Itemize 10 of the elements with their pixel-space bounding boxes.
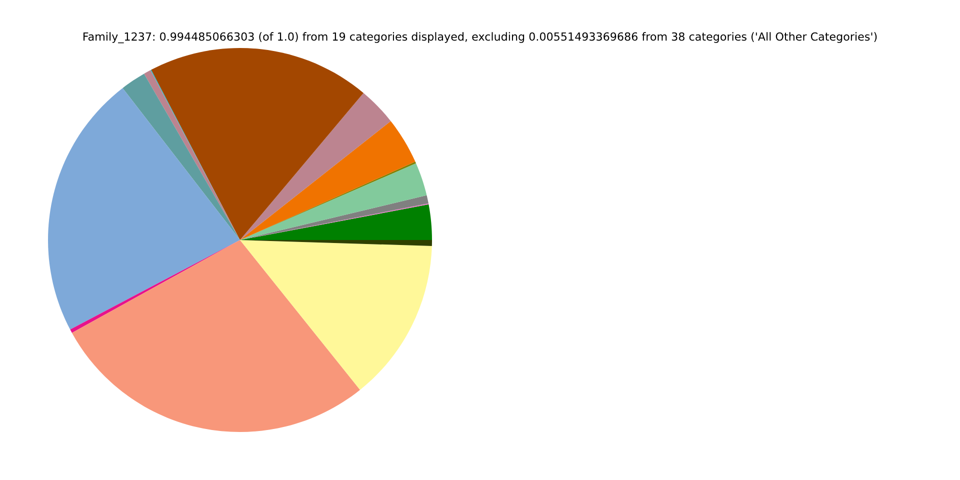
pie-slice <box>151 48 364 240</box>
pie-slice <box>48 88 240 330</box>
pie-slice <box>70 240 240 333</box>
pie-slice <box>240 240 432 390</box>
text: Family_1237: 0.994485066303 (of 1.0) from 19 categories displayed, excluding 0.00551493369686 from 38 categories ('All Other Categories') <box>83 32 877 44</box>
pie-slice <box>72 240 360 432</box>
pie-slice <box>122 74 240 240</box>
pie-slice <box>240 121 416 240</box>
pie-slice <box>240 195 428 240</box>
pie-slice <box>240 92 391 240</box>
